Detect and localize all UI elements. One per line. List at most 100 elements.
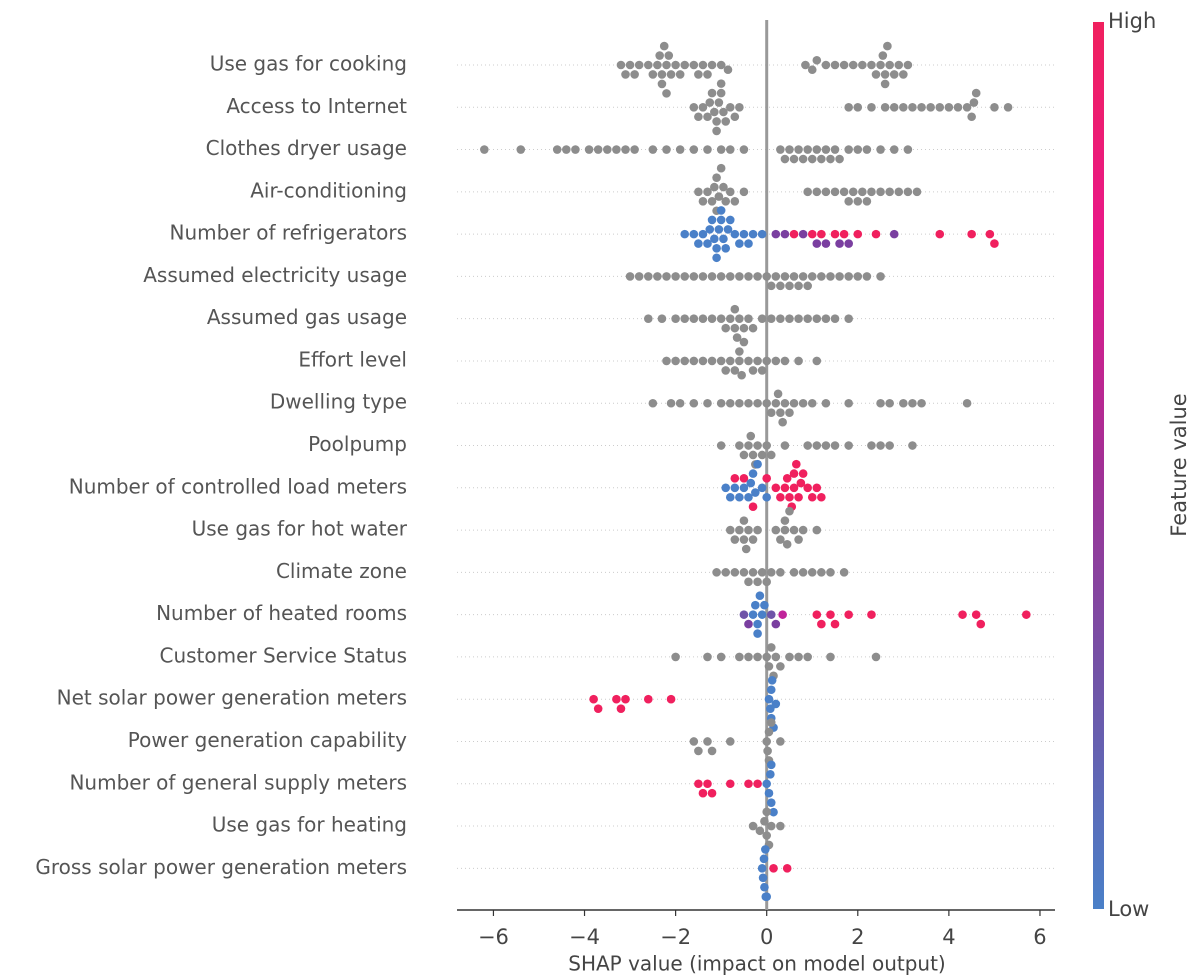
dot: [703, 70, 712, 79]
row-label: Number of refrigerators: [170, 221, 407, 245]
dot: [778, 610, 787, 619]
dot: [680, 272, 690, 281]
dot: [798, 272, 808, 281]
dot: [766, 314, 776, 323]
dot: [748, 610, 758, 619]
x-tick-label: 2: [851, 925, 864, 949]
dot: [744, 398, 753, 408]
row-label: Use gas for cooking: [210, 52, 407, 76]
dot: [771, 398, 781, 408]
dot: [653, 272, 662, 281]
dot: [694, 746, 703, 756]
dot: [725, 145, 735, 154]
dot: [721, 568, 731, 577]
dot: [862, 272, 872, 281]
dot: [753, 629, 762, 638]
dot: [666, 70, 676, 79]
dot: [666, 398, 676, 408]
dot: [912, 187, 922, 197]
dot: [737, 370, 746, 380]
dot: [757, 229, 767, 239]
dot: [735, 492, 744, 502]
dot: [762, 652, 772, 662]
dot: [776, 821, 785, 831]
dot: [689, 145, 699, 154]
dot: [876, 187, 885, 197]
dot: [908, 441, 917, 450]
dot: [776, 662, 785, 671]
dot: [643, 694, 653, 704]
dot: [710, 107, 719, 117]
dot: [730, 366, 740, 375]
dot: [953, 102, 963, 112]
x-tick-label: −6: [478, 925, 509, 949]
dot: [876, 441, 885, 450]
dot: [739, 516, 749, 525]
dot: [776, 281, 785, 291]
dot: [766, 281, 776, 291]
dot: [732, 333, 742, 342]
dot: [746, 431, 756, 441]
dot: [803, 314, 812, 323]
dot: [903, 145, 913, 154]
dot: [725, 356, 735, 366]
dot: [719, 182, 728, 192]
dot: [766, 408, 776, 418]
dot: [739, 229, 749, 239]
dot: [776, 492, 785, 502]
dot: [844, 102, 853, 112]
dot: [885, 187, 894, 197]
dot: [771, 483, 781, 493]
dot: [807, 492, 817, 502]
dot: [807, 568, 817, 577]
colorbar-high: High: [1108, 9, 1156, 33]
colorbar: [1093, 22, 1104, 909]
dot: [985, 229, 995, 239]
dot: [712, 173, 721, 182]
dot: [735, 525, 744, 535]
dot: [757, 450, 767, 460]
dot: [785, 492, 794, 502]
dot: [858, 187, 867, 197]
row-label: Assumed electricity usage: [143, 263, 407, 287]
dot: [671, 60, 680, 70]
dot: [967, 229, 976, 239]
dot: [689, 398, 699, 408]
dot: [903, 60, 913, 70]
dot: [725, 215, 735, 225]
dot: [630, 145, 639, 154]
dot: [763, 746, 772, 756]
dot: [753, 459, 762, 469]
dot: [969, 98, 979, 107]
dot: [698, 314, 708, 323]
dot: [812, 145, 822, 154]
dot: [798, 229, 808, 239]
dot: [844, 398, 853, 408]
dot: [794, 314, 803, 323]
dot: [785, 314, 794, 323]
dot: [671, 356, 680, 366]
dot: [671, 272, 680, 281]
dot: [766, 685, 776, 695]
dot: [976, 619, 986, 629]
dot: [862, 197, 872, 206]
dot: [753, 441, 762, 450]
dot: [689, 737, 699, 746]
dot: [716, 398, 726, 408]
dot: [803, 145, 812, 154]
dot: [789, 229, 799, 239]
x-tick-label: −2: [660, 925, 691, 949]
dot: [903, 187, 913, 197]
dot: [703, 239, 712, 248]
dot: [730, 535, 740, 544]
dot: [480, 145, 489, 154]
dot: [630, 70, 639, 79]
dot: [780, 356, 790, 366]
dot: [867, 102, 876, 112]
dot: [794, 492, 803, 502]
dot: [739, 568, 749, 577]
dot: [844, 441, 853, 450]
dot: [780, 154, 790, 164]
dot: [621, 70, 630, 79]
dot: [593, 145, 603, 154]
